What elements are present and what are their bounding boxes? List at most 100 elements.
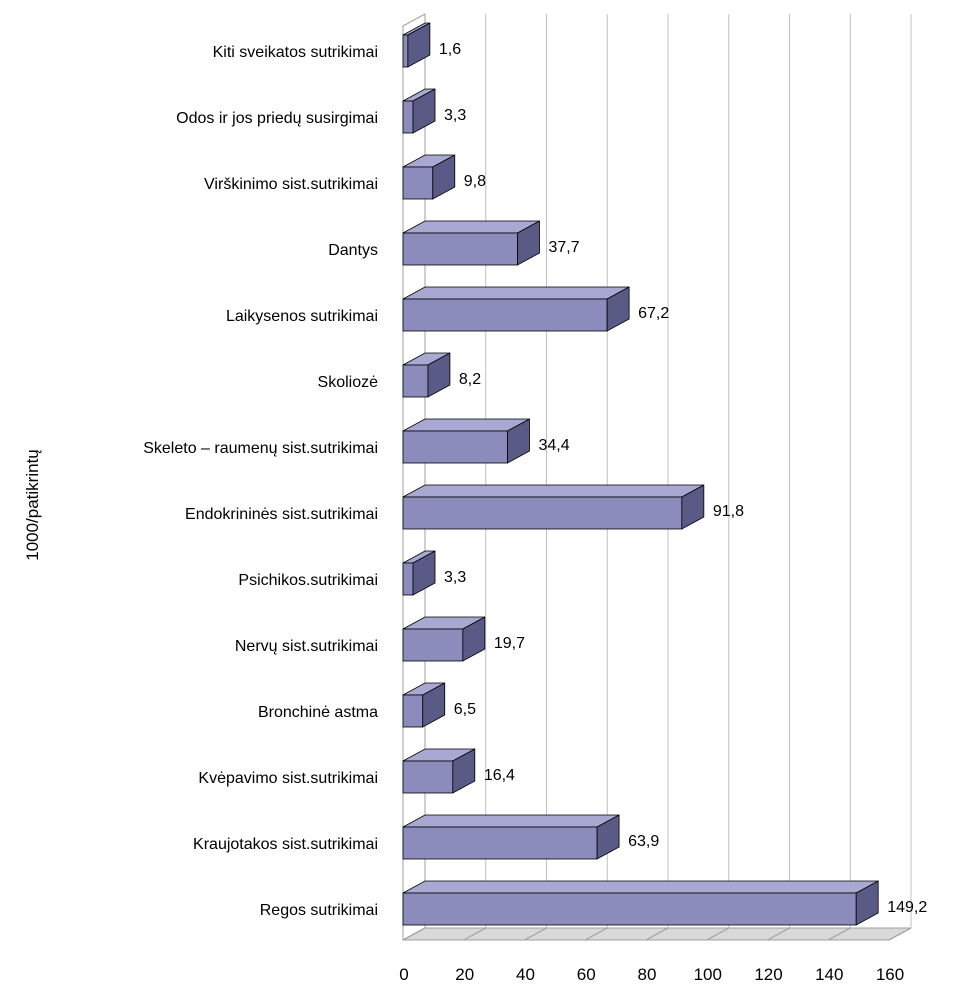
- category-label: Endokrininės sist.sutrikimai: [185, 506, 378, 523]
- bar-front-face: [402, 496, 683, 530]
- category-label: Skeleto – raumenų sist.sutrikimai: [143, 440, 378, 457]
- bars: [402, 22, 879, 926]
- category-label: Dantys: [328, 242, 378, 259]
- bar-front-face: [402, 694, 424, 728]
- x-tick-label: 60: [577, 965, 596, 984]
- data-label: 9,8: [464, 173, 486, 190]
- bar-top-face: [402, 286, 630, 300]
- floor-gridline: [767, 927, 790, 941]
- floor-gridline: [706, 927, 729, 941]
- side-wall: [402, 13, 426, 941]
- bar: [402, 418, 530, 464]
- data-label: 34,4: [538, 437, 569, 454]
- bar: [402, 748, 476, 794]
- bar-end-face: [427, 352, 451, 398]
- bar-front-face: [402, 166, 434, 200]
- data-label: 149,2: [887, 899, 927, 916]
- category-label: Virškinimo sist.sutrikimai: [204, 176, 378, 193]
- bar-end-face: [681, 484, 705, 530]
- bar-end-face: [412, 88, 436, 134]
- bar-front-face: [402, 430, 508, 464]
- bar: [402, 88, 436, 134]
- bar: [402, 616, 486, 662]
- bar-end-face: [855, 880, 879, 926]
- x-tick-label: 0: [399, 965, 408, 984]
- data-label: 19,7: [494, 635, 525, 652]
- bar: [402, 220, 540, 266]
- bar-end-face: [422, 682, 446, 728]
- data-label: 63,9: [628, 833, 659, 850]
- category-label: Skoliozė: [318, 374, 379, 391]
- data-labels: 1,6 3,3 9,8 37,7 67,2 8,2 34,4 91,8 3,3 19,7 6,5 16…: [439, 41, 927, 916]
- x-tick-label: 100: [694, 965, 722, 984]
- bar-front-face: [402, 298, 608, 332]
- data-label: 3,3: [444, 107, 466, 124]
- bar-end-face: [432, 154, 456, 200]
- category-label: Kraujotakos sist.sutrikimai: [193, 836, 378, 853]
- bar: [402, 682, 446, 728]
- x-tick-label: 160: [876, 965, 904, 984]
- bar-top-face: [402, 484, 705, 498]
- floor-gridline: [888, 927, 912, 941]
- bar-end-face: [517, 220, 540, 266]
- bar-top-face: [402, 880, 879, 894]
- data-label: 37,7: [549, 239, 580, 256]
- data-label: 67,2: [638, 305, 669, 322]
- data-label: 16,4: [484, 767, 515, 784]
- x-tick-label: 40: [516, 965, 535, 984]
- bar: [402, 286, 630, 332]
- bar: [402, 880, 879, 926]
- data-label: 8,2: [459, 371, 481, 388]
- bar: [402, 484, 705, 530]
- category-label: Kiti sveikatos sutrikimai: [213, 44, 378, 61]
- bar-front-face: [402, 562, 414, 596]
- floor-gridline: [585, 927, 608, 941]
- category-label: Regos sutrikimai: [260, 902, 378, 919]
- category-labels: Kiti sveikatos sutrikimai Odos ir jos pri…: [143, 44, 378, 919]
- floor-gridline: [402, 927, 426, 941]
- x-tick-label: 20: [455, 965, 474, 984]
- bar: [402, 154, 456, 200]
- bar-end-face: [452, 748, 476, 794]
- bar-end-face: [507, 418, 530, 464]
- x-tick-label: 140: [815, 965, 843, 984]
- bar: [402, 352, 451, 398]
- bar-front-face: [402, 34, 409, 68]
- category-label: Psichikos.sutrikimai: [238, 572, 378, 589]
- bar-end-face: [606, 286, 630, 332]
- category-label: Odos ir jos priedų susirgimai: [176, 110, 378, 127]
- bar-front-face: [402, 232, 518, 266]
- category-label: Kvėpavimo sist.sutrikimai: [198, 770, 378, 787]
- bar-end-face: [462, 616, 486, 662]
- bar: [402, 814, 620, 860]
- data-label: 6,5: [454, 701, 476, 718]
- floor-gridline: [645, 927, 669, 941]
- x-tick-label: 80: [638, 965, 657, 984]
- floor-gridline: [524, 927, 547, 941]
- bar-front-face: [402, 628, 464, 662]
- category-label: Laikysenos sutrikimai: [226, 308, 378, 325]
- bar-front-face: [402, 892, 857, 926]
- data-label: 91,8: [713, 503, 744, 520]
- data-label: 1,6: [439, 41, 461, 58]
- bar-top-face: [402, 220, 540, 234]
- data-label: 3,3: [444, 569, 466, 586]
- category-label: Bronchinė astma: [258, 704, 378, 721]
- x-tick-label: 120: [754, 965, 782, 984]
- bar-top-face: [402, 814, 620, 828]
- bar-end-face: [412, 550, 436, 596]
- floor-gridline: [463, 927, 486, 941]
- category-label: Nervų sist.sutrikimai: [235, 638, 378, 655]
- gridlines: [402, 13, 912, 941]
- floor-gridline: [828, 927, 851, 941]
- x-axis-ticks: 0 20 40 60 80 100 120 140 160: [399, 965, 904, 984]
- bar-front-face: [402, 364, 429, 398]
- bar-front-face: [402, 826, 598, 860]
- bar-front-face: [402, 100, 414, 134]
- bar-end-face: [407, 22, 431, 68]
- bar: [402, 550, 436, 596]
- y-axis-label: 1000/patikrintų: [23, 449, 42, 561]
- chart-floor: [402, 927, 912, 941]
- bar-end-face: [596, 814, 620, 860]
